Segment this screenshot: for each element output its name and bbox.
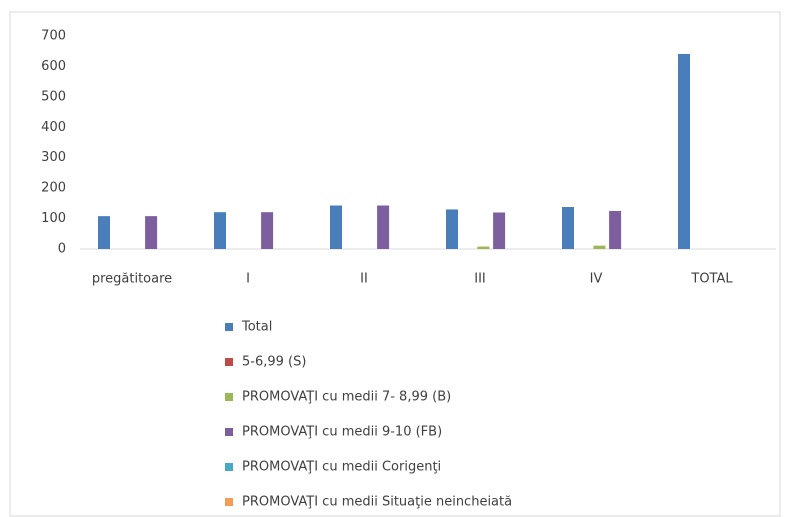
bar	[678, 53, 690, 250]
bar	[593, 245, 606, 249]
bar	[261, 212, 274, 249]
x-tick-label: pregătitoare	[92, 272, 172, 287]
legend-swatch	[225, 428, 233, 436]
legend-swatch	[225, 358, 233, 366]
y-tick-label: 0	[58, 242, 66, 257]
chart-frame	[9, 11, 781, 517]
bar	[377, 205, 390, 249]
legend-label: PROMOVAŢI cu medii 9-10 (FB)	[242, 425, 442, 440]
bar	[446, 209, 458, 249]
x-tick-label: II	[360, 272, 368, 287]
bar	[145, 216, 158, 249]
legend-swatch	[225, 498, 233, 506]
y-tick-label: 300	[41, 150, 66, 165]
legend-label: PROMOVAŢI cu medii Situaţie neincheiată	[242, 495, 512, 510]
legend-swatch	[225, 463, 233, 471]
legend-swatch	[225, 393, 233, 401]
bar	[98, 216, 110, 249]
bar	[493, 212, 506, 249]
bar	[562, 207, 574, 249]
legend-label: Total	[241, 320, 272, 335]
y-tick-label: 100	[41, 211, 66, 226]
y-tick-label: 500	[41, 89, 66, 104]
x-tick-label: III	[474, 272, 486, 287]
bar	[330, 205, 342, 249]
legend-label: PROMOVAŢI cu medii 7- 8,99 (B)	[242, 390, 451, 405]
y-tick-label: 400	[41, 120, 66, 135]
x-tick-label: I	[246, 272, 250, 287]
legend-swatch	[225, 323, 233, 331]
legend-label: PROMOVAŢI cu medii Corigenţi	[242, 460, 441, 475]
y-tick-label: 700	[41, 29, 66, 44]
x-tick-label: TOTAL	[690, 272, 733, 287]
bar	[214, 212, 226, 249]
bar	[477, 246, 490, 249]
bar	[609, 210, 622, 249]
legend-label: 5-6,99 (S)	[242, 355, 306, 370]
x-tick-label: IV	[590, 272, 603, 287]
y-tick-label: 600	[41, 59, 66, 74]
y-tick-label: 200	[41, 181, 66, 196]
